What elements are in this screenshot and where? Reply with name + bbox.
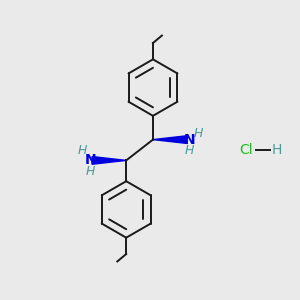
Polygon shape <box>92 157 126 164</box>
Text: H: H <box>78 144 87 158</box>
Polygon shape <box>153 136 187 143</box>
Text: Cl: Cl <box>239 143 253 157</box>
Text: H: H <box>86 165 95 178</box>
Text: N: N <box>85 153 96 167</box>
Text: N: N <box>184 133 195 147</box>
Text: H: H <box>194 127 203 140</box>
Text: H: H <box>185 144 194 158</box>
Text: H: H <box>271 143 281 157</box>
